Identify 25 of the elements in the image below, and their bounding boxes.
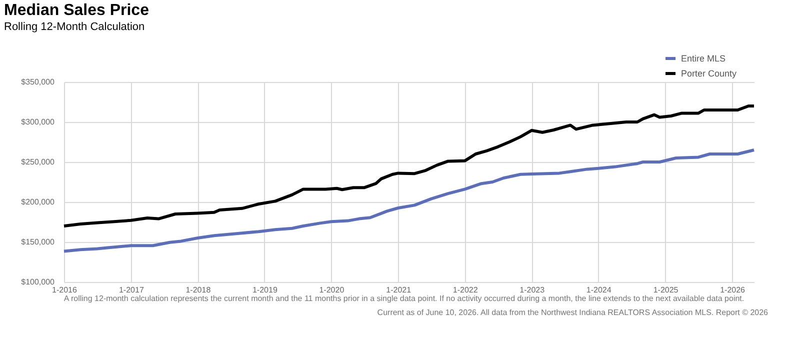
x-tick-label: 1-2019	[252, 286, 278, 294]
line-series	[62, 104, 756, 228]
chart-title: Median Sales Price	[4, 2, 150, 19]
x-tick-label: 1-2017	[118, 286, 144, 294]
x-tick-label: 1-2021	[386, 286, 412, 294]
text: A rolling 12-month calculation represents the current month and the 11 months prior in a single data point. If no activity occurred during a month, the line extends to the next available data point.	[62, 294, 746, 305]
y-tick-label: $350,000	[21, 78, 56, 86]
y-tick-label: $200,000	[21, 198, 56, 206]
x-tick-label: 1-2024	[586, 286, 612, 294]
x-tick-label: 1-2023	[520, 286, 546, 294]
x-tick-label: 1-2026	[720, 286, 746, 294]
x-tick-label: 1-2022	[452, 286, 478, 294]
x-tick-label: 1-2018	[186, 286, 212, 294]
x-tick-label: 1-2025	[653, 286, 679, 294]
y-tick-label: $300,000	[21, 118, 56, 126]
y-tick-label: $250,000	[21, 158, 56, 166]
legend-label: Porter County	[681, 68, 738, 78]
legend-label: Entire MLS	[681, 54, 726, 64]
x-tick-label: 1-2016	[52, 286, 78, 294]
chart-subtitle: Rolling 12-Month Calculation	[4, 21, 145, 33]
text: Current as of June 10, 2026. All data from the Northwest Indiana REALTORS Association MLS. Report © 2026	[376, 307, 769, 317]
y-tick-label: $150,000	[21, 238, 56, 246]
line-series	[62, 148, 756, 253]
y-tick-label: $100,000	[21, 278, 56, 286]
x-tick-label: 1-2020	[319, 286, 345, 294]
